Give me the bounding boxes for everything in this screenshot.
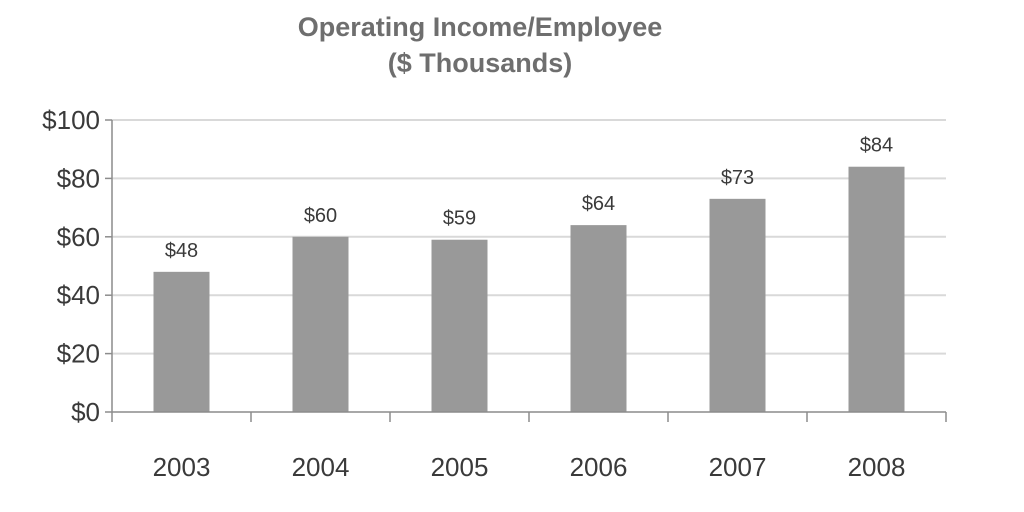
bar-2005 [431,239,488,412]
x-tick-label-2006: 2006 [570,452,628,482]
data-label-2006: $64 [582,193,615,215]
x-tick-label-2007: 2007 [709,452,767,482]
x-tick-label-2005: 2005 [431,452,489,482]
y-tick-labels: $0 $20 $40 $60 $80 $100 [42,105,100,427]
x-tick-label-2004: 2004 [292,452,350,482]
y-tick-label-0: $0 [71,397,100,427]
x-tick-label-2008: 2008 [848,452,906,482]
data-label-2004: $60 [304,205,337,227]
chart-title-line-2: ($ Thousands) [388,48,573,78]
y-tick-label-60: $60 [57,222,100,252]
bar-2006 [570,225,627,412]
bar-2007 [709,198,766,412]
data-labels: $48 $60 $59 $64 $73 $84 [165,135,893,262]
chart-title-line-1: Operating Income/Employee [298,12,663,42]
y-tick-label-80: $80 [57,163,100,193]
data-label-2005: $59 [443,208,476,230]
y-tick-label-20: $20 [57,339,100,369]
axes [105,119,947,422]
data-label-2003: $48 [165,240,198,262]
gridlines [112,119,946,355]
bar-2003 [153,271,210,412]
bars [153,166,905,412]
bar-2004 [292,236,349,412]
y-tick-label-100: $100 [42,105,100,135]
y-tick-label-40: $40 [57,280,100,310]
bar-2008 [848,166,905,412]
data-label-2008: $84 [860,135,893,157]
x-tick-labels: 2003 2004 2005 2006 2007 2008 [153,452,906,482]
chart-title: Operating Income/Employee ($ Thousands) [298,12,663,78]
data-label-2007: $73 [721,167,754,189]
x-tick-label-2003: 2003 [153,452,211,482]
